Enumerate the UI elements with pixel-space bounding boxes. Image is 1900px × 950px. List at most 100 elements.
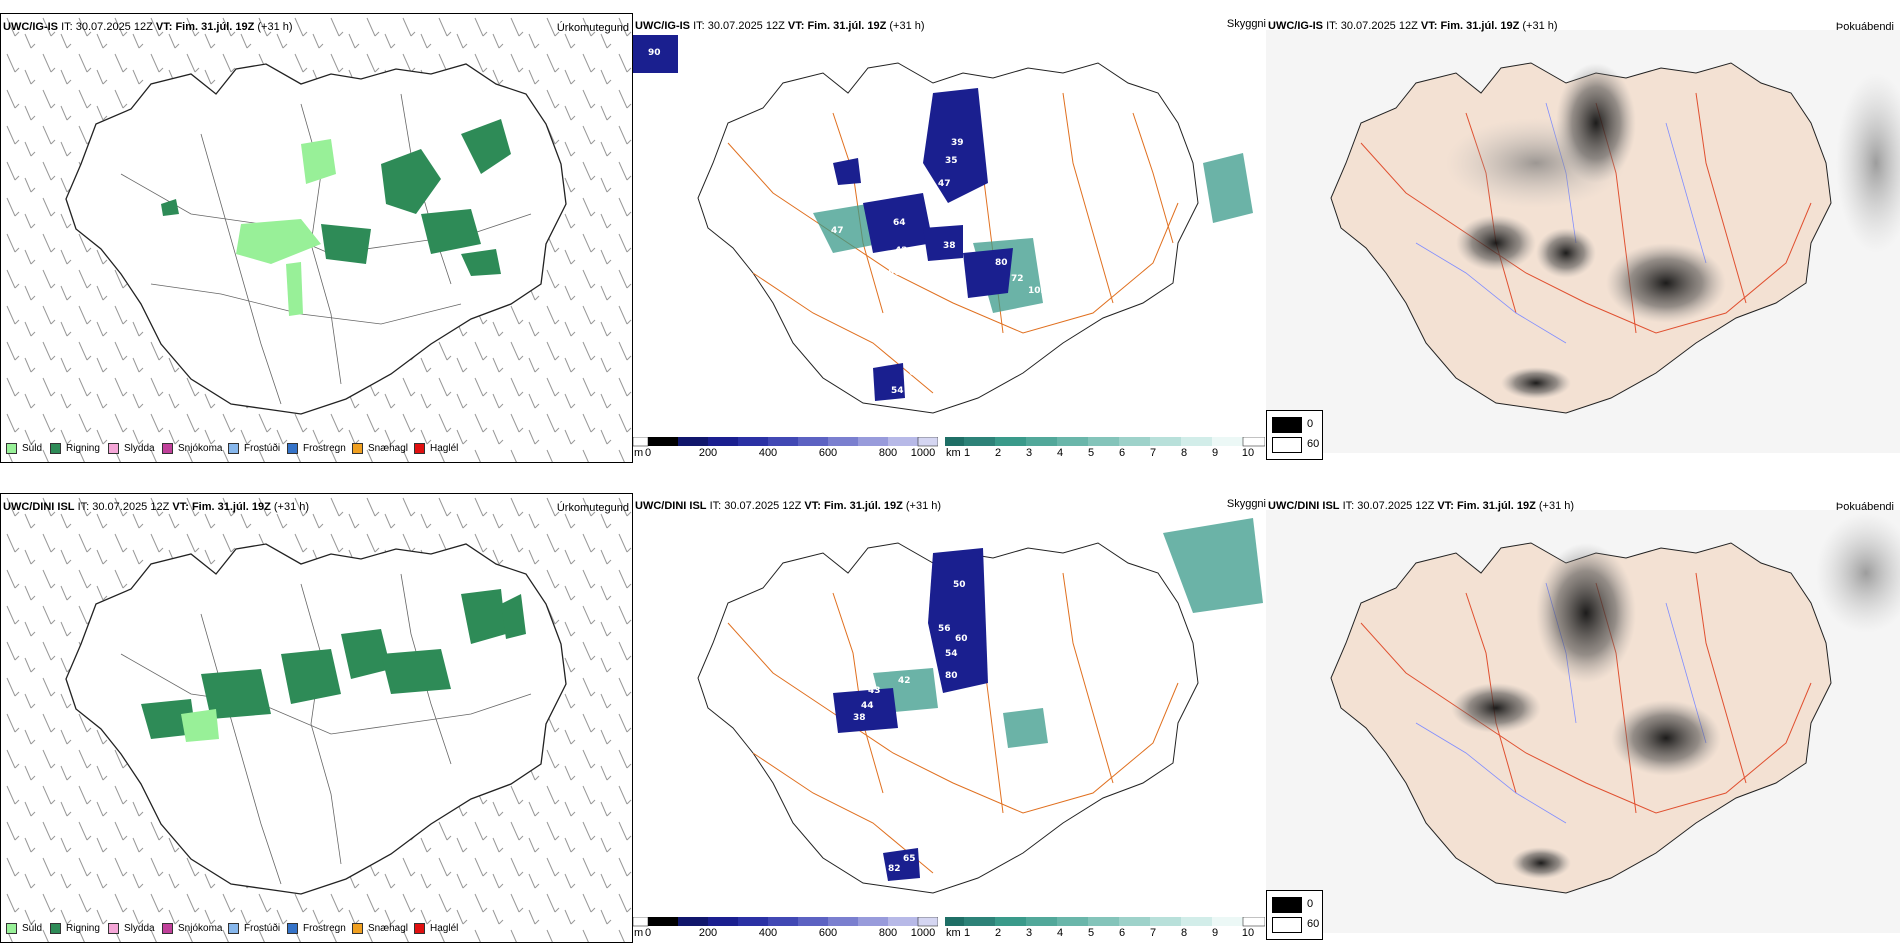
legend-item-snaehagl: Snæhagl [352,923,408,934]
visibility-tick: 7 [1149,927,1157,939]
legend-label: Súld [22,443,43,454]
legend-item-frostregn: Frostregn [287,443,346,454]
fog-panel-ig: UWC/IG-IS IT: 30.07.2025 12Z VT: Fim. 31… [1266,13,1900,453]
cloud-label: 46 [929,268,942,278]
rain-areas [161,119,511,276]
fog-legend-label: 60 [1307,918,1320,930]
cloud-base-tick: 400 [758,447,778,459]
visibility-unit: km [946,927,961,939]
fog-panel-dini: UWC/DINI ISL IT: 30.07.2025 12Z VT: Fim.… [1266,493,1900,933]
cloud-label: 39 [951,138,964,148]
legend-label: Haglél [430,923,459,934]
legend-item-snjokoma: Snjókoma [162,443,222,454]
legend-swatch [228,443,239,454]
legend-item-sudl: Súld [6,443,42,454]
valid-label: VT: [787,20,805,32]
cloud-label: 80 [995,258,1008,268]
lead-time: (+31 h) [889,20,925,32]
legend-item-snjokoma: Snjókoma [162,923,222,934]
legend-item-snaehagl: Snæhagl [352,443,408,454]
cloud-label: 35 [873,268,886,278]
visibility-tick: 2 [994,927,1002,939]
legend-label: Haglél [430,443,459,454]
visibility-tick: 5 [1087,927,1095,939]
legend-swatch [414,443,425,454]
valid-time: Fim. 31.júl. 19Z [175,21,255,33]
cloud-label: 60 [955,634,968,644]
cloud-label: 56 [938,624,951,634]
cloud-label: 82 [888,864,901,874]
cloud-label: 42 [895,246,908,256]
cloud-base-unit: m [634,927,644,939]
cloud-label: 103 [1028,286,1047,296]
legend-swatch [6,923,17,934]
valid-time: Fim. 31.júl. 19Z [807,20,887,32]
legend-item-rigning: Rigning [50,443,100,454]
legend-label: Rigning [66,443,100,454]
valid-time: Fim. 31.júl. 19Z [1440,20,1520,32]
legend-item-frostudi: Frostúði [228,923,280,934]
legend-swatch [352,923,363,934]
cloud-base-tick: 1000 [910,447,936,459]
visibility-colorbar-gradient [945,437,1265,447]
legend-swatch [414,923,425,934]
lead-time: (+31 h) [273,501,310,513]
cloud-label: 47 [831,226,844,236]
panel-header: UWC/IG-IS IT: 30.07.2025 12Z VT: Fim. 31… [3,21,293,33]
legend-swatch [50,443,61,454]
visibility-tick: 2 [994,447,1002,459]
legend-item-slydda: Slydda [108,443,155,454]
cloud-base-tick: 0 [644,927,652,939]
valid-time: Fim. 31.júl. 19Z [1456,500,1536,512]
legend-swatch [50,923,61,934]
cloud-label: 42 [898,676,911,686]
visibility-colorbar-2: km 1 2 3 4 5 6 7 8 9 10 [945,917,1265,947]
legend-item-frostudi: Frostúði [228,443,280,454]
visibility-tick: 10 [1241,927,1255,939]
cloud-title: Skyggni [1226,498,1266,510]
init-time: 30.07.2025 12Z [1340,20,1418,32]
legend-label: Frostregn [303,923,346,934]
cloud-map-ig: 90 39 35 47 49 57 6 [633,35,1253,414]
cloud-label: 50 [953,580,966,590]
visibility-tick: 6 [1118,927,1126,939]
init-time: 30.07.2025 12Z [75,21,153,33]
visibility-tick: 4 [1056,447,1064,459]
fog-legend-2: 0 60 [1266,890,1323,940]
cloud-label: 53 [1028,99,1041,109]
cloud-base-colorbar-gradient [633,917,938,927]
legend-label: Frostúði [244,443,281,454]
model-name: UWC/IG-IS [635,20,690,32]
model-name: UWC/DINI ISL [1268,500,1340,512]
legend-swatch [6,443,17,454]
legend-label: Snæhagl [368,923,409,934]
init-time: 30.07.2025 12Z [92,501,170,513]
init-label: IT: [61,21,73,33]
legend-item-sudl: Súld [6,923,42,934]
visibility-tick: 6 [1118,447,1126,459]
fog-legend-label: 60 [1307,438,1320,450]
visibility-tick: 1 [963,447,971,459]
visibility-tick: 5 [1087,447,1095,459]
legend-swatch [108,923,119,934]
panel-header: UWC/IG-IS IT: 30.07.2025 12Z VT: Fim. 31… [1268,20,1558,32]
lead-time: (+31 h) [905,500,942,512]
cloud-label: 38 [943,241,956,251]
cloud-base-tick: 200 [698,927,718,939]
legend-swatch [287,923,298,934]
legend-label: Rigning [66,923,100,934]
init-time: 30.07.2025 12Z [707,20,785,32]
visibility-tick: 3 [1025,927,1033,939]
visibility-colorbar-1: km 1 2 3 4 5 6 7 8 9 10 [945,437,1265,467]
visibility-tick: 4 [1056,927,1064,939]
fog-legend-label: 0 [1307,898,1314,910]
cloud-label: 64 [893,218,906,228]
cloud-base-tick: 0 [644,447,652,459]
precip-title: Úrkomutegund [556,22,629,34]
fog-legend-label: 0 [1307,418,1314,430]
visibility-tick: 9 [1211,927,1219,939]
init-time: 30.07.2025 12Z [1357,500,1435,512]
valid-label: VT: [155,21,173,33]
cloud-label: 44 [861,701,874,711]
visibility-unit: km [946,447,961,459]
